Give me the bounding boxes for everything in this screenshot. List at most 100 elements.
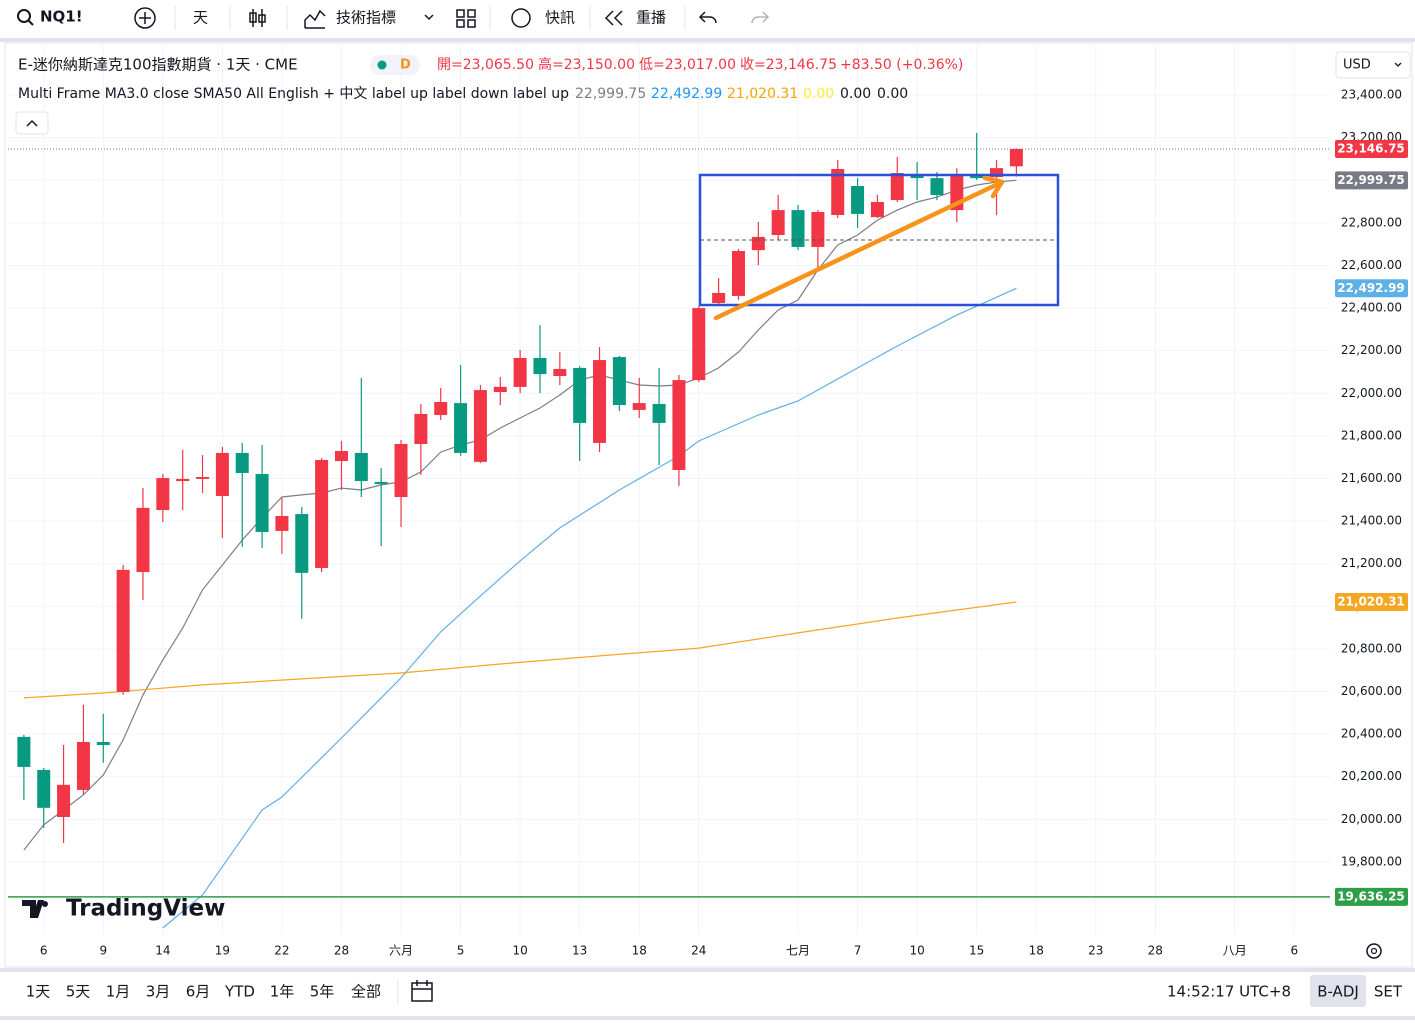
chart-type-button[interactable] <box>249 9 266 27</box>
candle-body <box>96 742 110 745</box>
range-button[interactable]: 6月 <box>186 983 211 1001</box>
dropdown-icon[interactable] <box>424 14 434 21</box>
indicator-value: 21,020.31 <box>727 86 798 102</box>
range-button[interactable]: 3月 <box>146 983 171 1001</box>
redo-button[interactable] <box>751 11 770 24</box>
candle-body <box>593 360 607 443</box>
candle-body <box>672 380 686 470</box>
moving-average-line <box>23 179 1017 851</box>
candle-body <box>37 769 51 808</box>
ohlc-close: 收=23,146.75 <box>740 57 837 73</box>
candle-body <box>136 507 150 573</box>
symbol[interactable]: NQ1! <box>40 8 83 26</box>
chevron-up <box>26 119 38 127</box>
x-tick-label: 6 <box>40 944 48 958</box>
y-tick-label: 21,200.00 <box>1341 556 1402 570</box>
range-button[interactable]: 1月 <box>106 983 131 1001</box>
range-button[interactable]: 1天 <box>26 983 51 1001</box>
y-tick-label: 22,600.00 <box>1341 258 1402 272</box>
y-tick-label: 22,400.00 <box>1341 301 1402 315</box>
search-icon[interactable] <box>17 9 31 23</box>
candle-body <box>890 173 904 201</box>
candle-body <box>315 459 329 568</box>
range-button[interactable]: 全部 <box>351 983 381 1001</box>
x-tick-label: 19 <box>215 944 230 958</box>
adj-button[interactable]: B-ADJ <box>1317 983 1359 1001</box>
indicator-value: 0.00 <box>840 86 871 102</box>
candle-body <box>990 168 1004 178</box>
price-tag: 19,636.25 <box>1337 889 1405 903</box>
axis-settings-button[interactable] <box>1366 943 1382 959</box>
top-toolbar <box>0 0 1415 38</box>
adj-button-bg <box>1310 975 1366 1007</box>
y-tick-label: 23,400.00 <box>1341 88 1402 102</box>
interval-button[interactable]: 天 <box>193 9 208 27</box>
indicator-value: 0.00 <box>803 86 834 102</box>
indicator-label[interactable]: Multi Frame MA3.0 close SMA50 All Englis… <box>18 86 569 102</box>
candle-body <box>731 250 745 296</box>
x-tick-label: 28 <box>334 944 349 958</box>
candle-body <box>215 452 229 496</box>
candle-body <box>334 451 348 462</box>
search-icon <box>27 19 34 26</box>
goto-date-button[interactable] <box>411 980 433 1002</box>
candle-body <box>235 452 249 473</box>
ohlc-change: +83.50 (+0.36%) <box>840 57 963 73</box>
candle-body <box>712 292 726 303</box>
range-button[interactable]: 5天 <box>66 983 91 1001</box>
candle-body <box>473 390 487 462</box>
logo-text[interactable]: TradingView <box>66 896 225 922</box>
y-tick-label: 19,800.00 <box>1341 854 1402 868</box>
undo-button[interactable] <box>698 11 717 24</box>
moving-average-line <box>23 601 1017 699</box>
y-tick-label: 22,000.00 <box>1341 386 1402 400</box>
candle-body <box>692 308 706 381</box>
currency[interactable]: USD <box>1343 58 1371 73</box>
candle-body <box>612 357 626 406</box>
range-button[interactable]: 1年 <box>270 983 295 1001</box>
price-tag-bg <box>1335 279 1408 298</box>
replay-icon[interactable] <box>604 10 623 26</box>
x-tick-label: 6 <box>1290 944 1298 958</box>
replay-button[interactable]: 重播 <box>636 9 666 27</box>
candle-body <box>791 210 805 247</box>
range-button[interactable]: YTD <box>224 983 255 1001</box>
indicators-button[interactable]: 技術指標 <box>336 9 396 27</box>
price-tag-bg <box>1335 592 1408 611</box>
x-tick-label: 10 <box>909 944 924 958</box>
alert-icon[interactable] <box>511 8 531 28</box>
y-tick-label: 20,600.00 <box>1341 684 1402 698</box>
market-status-dot <box>377 60 387 70</box>
indicators-icon[interactable] <box>304 9 326 29</box>
collapse-legend-button[interactable] <box>15 111 49 135</box>
logo-mark <box>22 900 44 918</box>
y-tick-label: 21,400.00 <box>1341 514 1402 528</box>
currency-select[interactable] <box>1335 51 1411 79</box>
y-tick-label: 21,600.00 <box>1341 471 1402 485</box>
add-symbol-button[interactable] <box>134 7 156 29</box>
dropdown-icon <box>1394 62 1402 67</box>
clock: 14:52:17 UTC+8 <box>1167 983 1291 1001</box>
ohlc-high: 高=23,150.00 <box>538 56 635 73</box>
toolbar-separators <box>174 6 686 30</box>
layout-button[interactable] <box>456 9 476 28</box>
price-tag: 23,146.75 <box>1337 142 1405 156</box>
arrow-drawing[interactable] <box>713 181 1001 321</box>
indicator-value: 22,492.99 <box>651 86 722 102</box>
y-tick-label: 20,800.00 <box>1341 641 1402 655</box>
candle-body <box>414 413 428 444</box>
candle-body <box>811 212 825 247</box>
candle-body <box>17 736 31 767</box>
x-tick-label: 22 <box>274 944 289 958</box>
candle-body <box>116 569 130 692</box>
chart-frame <box>4 42 1413 968</box>
indicator-value: 0.00 <box>877 86 908 102</box>
x-tick-label: 24 <box>691 944 706 958</box>
candle-body <box>76 742 90 790</box>
session-button[interactable]: SET <box>1374 983 1403 1001</box>
alerts-button[interactable]: 快訊 <box>545 9 575 27</box>
candle-body <box>493 386 507 393</box>
range-button[interactable]: 5年 <box>310 983 335 1001</box>
price-tag-bg <box>1335 887 1408 906</box>
